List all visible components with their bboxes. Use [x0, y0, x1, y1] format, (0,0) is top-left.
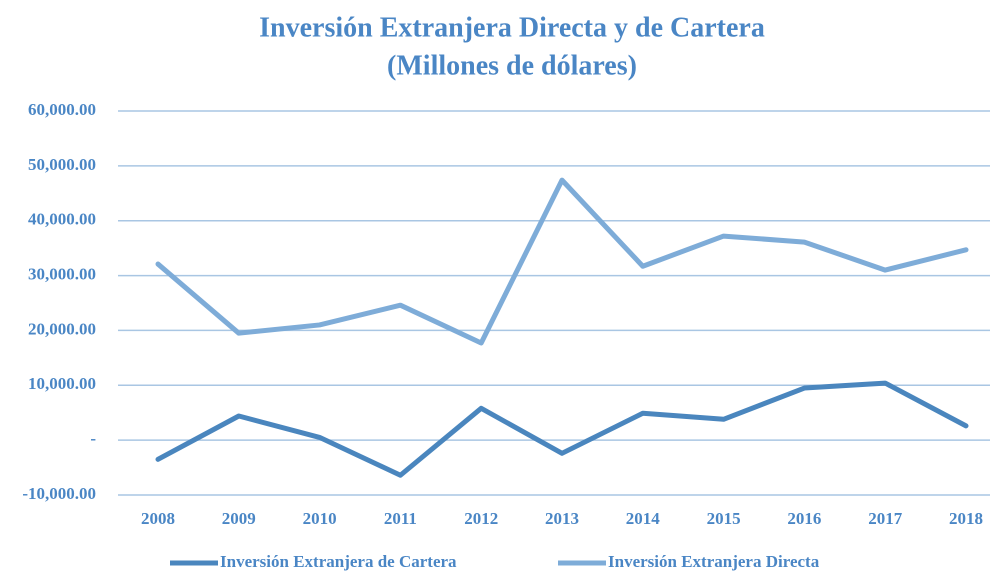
y-tick-label: 30,000.00 [28, 264, 96, 283]
x-tick-label: 2014 [626, 509, 661, 528]
x-tick-label: 2008 [141, 509, 175, 528]
line-series [155, 380, 969, 478]
line-series [155, 177, 969, 346]
y-tick-label: 60,000.00 [28, 100, 96, 119]
x-tick-label: 2018 [949, 509, 983, 528]
legend-label: Inversión Extranjera de Cartera [220, 552, 457, 571]
x-tick-label: 2010 [303, 509, 337, 528]
y-tick-label: 40,000.00 [28, 210, 96, 229]
x-tick-label: 2015 [707, 509, 741, 528]
x-tick-label: 2017 [868, 509, 903, 528]
y-tick-label: 10,000.00 [28, 374, 96, 393]
x-tick-label: 2013 [545, 509, 579, 528]
x-tick-label: 2011 [384, 509, 417, 528]
chart-title: Inversión Extranjera Directa y de Carter… [259, 12, 765, 43]
x-tick-label: 2012 [464, 509, 498, 528]
y-tick-label: 20,000.00 [28, 319, 96, 338]
y-tick-label: - [90, 429, 96, 448]
y-tick-label: 50,000.00 [28, 155, 96, 174]
y-tick-label: -10,000.00 [22, 484, 96, 503]
x-tick-label: 2009 [222, 509, 256, 528]
x-tick-label: 2016 [787, 509, 821, 528]
legend-label: Inversión Extranjera Directa [608, 552, 820, 571]
chart-subtitle: (Millones de dólares) [387, 50, 637, 81]
